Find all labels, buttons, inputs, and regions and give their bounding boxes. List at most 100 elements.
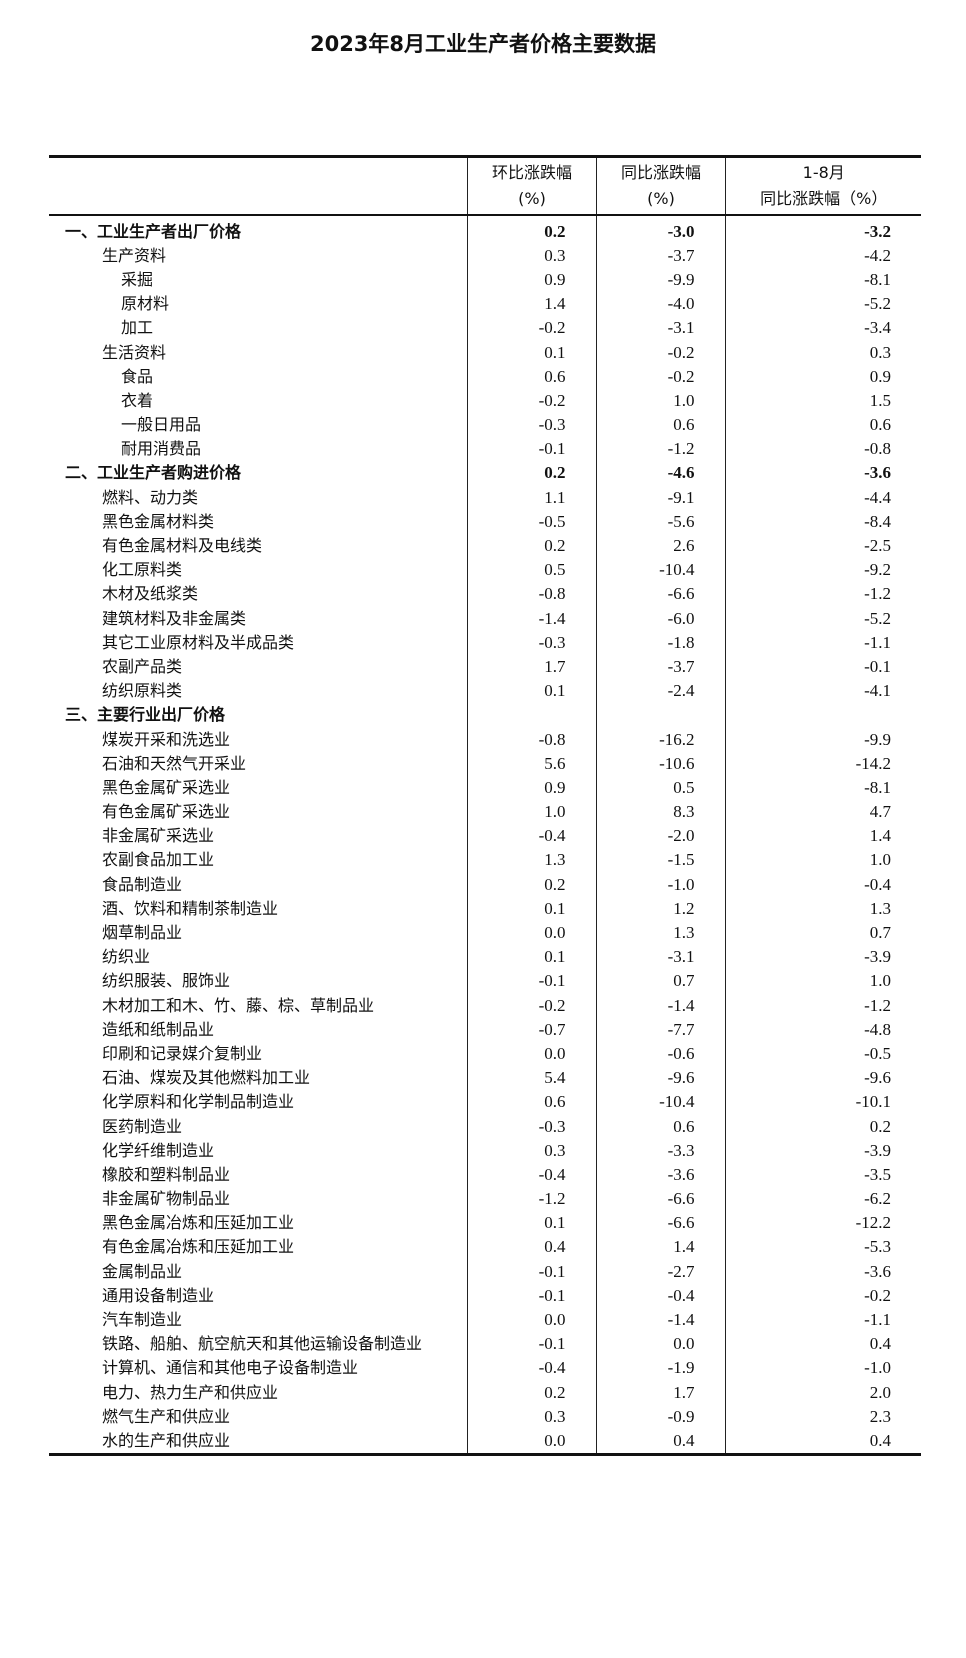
row-name: 采掘 — [121, 269, 154, 289]
row-yoy-value: -16.2 — [595, 727, 725, 752]
row-yoy-value: -1.5 — [595, 848, 725, 873]
row-yoy-value: -0.2 — [595, 340, 725, 365]
row-name: 造纸和纸制品业 — [102, 1019, 215, 1039]
row-name: 食品 — [121, 366, 154, 386]
row-ytd-value: -2.5 — [724, 533, 921, 559]
row-yoy-value: 1.7 — [595, 1380, 725, 1405]
table-row: 黑色金属材料类 -0.5 -5.6 -8.4 — [49, 509, 921, 534]
table-row: 一、工业生产者出厂价格 0.2 -3.0 -3.2 — [49, 214, 921, 244]
row-name: 耐用消费品 — [121, 439, 202, 459]
row-mom-value: 1.0 — [466, 800, 596, 825]
row-name: 一般日用品 — [121, 415, 202, 435]
row-ytd-value: 2.0 — [724, 1380, 921, 1405]
row-yoy-value: 0.5 — [595, 775, 725, 800]
table-row: 铁路、船舶、航空航天和其他运输设备制造业 -0.1 0.0 0.4 — [49, 1332, 921, 1357]
table-row: 二、工业生产者购进价格 0.2 -4.6 -3.6 — [49, 461, 921, 486]
row-mom-value: -0.2 — [466, 993, 596, 1018]
row-ytd-value: -3.9 — [724, 945, 921, 970]
page-title: 2023年8月工业生产者价格主要数据 — [309, 32, 657, 56]
row-mom-value: -0.1 — [466, 1332, 596, 1357]
row-yoy-value: -6.6 — [595, 1211, 725, 1236]
table-body: 一、工业生产者出厂价格 0.2 -3.0 -3.2 生产资料 0.3 -3.7 -4.2 采掘 0… — [49, 214, 921, 1455]
row-yoy-value: -2.0 — [595, 824, 725, 849]
row-yoy-value: -1.0 — [595, 872, 725, 897]
row-mom-value: -0.1 — [466, 969, 596, 994]
row-yoy-value: -3.7 — [595, 243, 725, 268]
row-yoy-value: -9.6 — [595, 1066, 725, 1091]
header-ytd: 1-8月 同比涨跌幅（%） — [724, 156, 921, 215]
table-row: 三、主要行业出厂价格 — [49, 703, 921, 728]
row-ytd-value: -6.2 — [724, 1187, 921, 1212]
row-yoy-value: -9.9 — [595, 267, 725, 293]
row-mom-value: -0.3 — [466, 1114, 596, 1139]
row-ytd-value: -4.8 — [724, 1017, 921, 1042]
table-row: 有色金属矿采选业 1.0 8.3 4.7 — [49, 800, 921, 825]
row-name: 三、主要行业出厂价格 — [65, 705, 226, 725]
row-ytd-value: 1.5 — [724, 388, 921, 413]
table-row: 化工原料类 0.5 -10.4 -9.2 — [49, 558, 921, 583]
row-name: 有色金属冶炼和压延加工业 — [102, 1237, 295, 1257]
row-mom-value: -0.1 — [466, 1283, 596, 1308]
table-row: 其它工业原材料及半成品类 -0.3 -1.8 -1.1 — [49, 630, 921, 655]
header-yoy-label: 同比涨跌幅 — [620, 162, 701, 182]
table-row: 水的生产和供应业 0.0 0.4 0.4 — [49, 1428, 921, 1455]
row-mom-value: 0.1 — [466, 896, 596, 921]
row-mom-value: 1.7 — [466, 654, 596, 680]
row-name: 黑色金属材料类 — [102, 511, 215, 531]
row-yoy-value: -2.4 — [595, 679, 725, 704]
header-mom-unit: (%) — [518, 188, 546, 208]
row-yoy-value: -3.3 — [595, 1138, 725, 1163]
row-name: 有色金属材料及电线类 — [102, 536, 263, 556]
table-row: 木材加工和木、竹、藤、棕、草制品业 -0.2 -1.4 -1.2 — [49, 993, 921, 1018]
row-name: 原材料 — [121, 294, 170, 314]
row-ytd-value: -12.2 — [724, 1211, 921, 1236]
row-ytd-value: -8.1 — [724, 775, 921, 800]
row-ytd-value: -8.4 — [724, 509, 921, 534]
table-row: 食品制造业 0.2 -1.0 -0.4 — [49, 872, 921, 897]
row-mom-value: 5.6 — [466, 751, 596, 776]
row-name: 通用设备制造业 — [102, 1285, 215, 1305]
table-header: 环比涨跌幅 (%) 同比涨跌幅 (%) 1-8月 同比涨跌幅（%） — [49, 156, 921, 215]
table-row: 黑色金属矿采选业 0.9 0.5 -8.1 — [49, 775, 921, 800]
row-mom-value: -0.1 — [466, 437, 596, 462]
row-yoy-value: -0.4 — [595, 1283, 725, 1308]
row-ytd-value: 0.9 — [724, 364, 921, 389]
table-row: 造纸和纸制品业 -0.7 -7.7 -4.8 — [49, 1017, 921, 1042]
row-yoy-value: -6.6 — [595, 1187, 725, 1212]
row-ytd-value: 0.3 — [724, 340, 921, 365]
row-name: 二、工业生产者购进价格 — [65, 463, 242, 483]
row-yoy-value: 0.0 — [595, 1332, 725, 1357]
row-ytd-value: -5.2 — [724, 292, 921, 317]
row-mom-value: -0.8 — [466, 727, 596, 752]
table-row: 煤炭开采和洗选业 -0.8 -16.2 -9.9 — [49, 727, 921, 752]
row-ytd-value: -3.2 — [724, 214, 921, 244]
row-ytd-value: -8.1 — [724, 267, 921, 293]
table-row: 加工 -0.2 -3.1 -3.4 — [49, 316, 921, 341]
row-mom-value: 1.4 — [466, 292, 596, 317]
row-yoy-value: 1.4 — [595, 1235, 725, 1260]
row-name: 电力、热力生产和供应业 — [102, 1382, 279, 1402]
row-mom-value: -0.7 — [466, 1017, 596, 1042]
table-row: 建筑材料及非金属类 -1.4 -6.0 -5.2 — [49, 606, 921, 631]
row-mom-value: 0.4 — [466, 1235, 596, 1260]
row-mom-value — [466, 703, 596, 728]
row-mom-value: 0.6 — [466, 364, 596, 389]
row-mom-value: 0.2 — [466, 214, 596, 244]
row-ytd-value: 1.0 — [724, 848, 921, 873]
row-name: 石油和天然气开采业 — [102, 753, 247, 773]
row-ytd-value: -3.6 — [724, 461, 921, 486]
row-name: 生产资料 — [102, 245, 167, 265]
table-row: 石油、煤炭及其他燃料加工业 5.4 -9.6 -9.6 — [49, 1066, 921, 1091]
table-row: 农副食品加工业 1.3 -1.5 1.0 — [49, 848, 921, 873]
row-name: 铁路、船舶、航空航天和其他运输设备制造业 — [102, 1334, 423, 1354]
header-yoy-unit: (%) — [647, 188, 675, 208]
row-yoy-value: -0.9 — [595, 1404, 725, 1429]
table-row: 原材料 1.4 -4.0 -5.2 — [49, 292, 921, 317]
row-name: 计算机、通信和其他电子设备制造业 — [102, 1358, 359, 1378]
row-ytd-value: -14.2 — [724, 751, 921, 776]
header-blank — [49, 157, 467, 215]
row-name: 一、工业生产者出厂价格 — [65, 221, 242, 241]
row-name: 其它工业原材料及半成品类 — [102, 632, 295, 652]
table-row: 燃气生产和供应业 0.3 -0.9 2.3 — [49, 1404, 921, 1429]
row-name: 烟草制品业 — [102, 923, 183, 943]
